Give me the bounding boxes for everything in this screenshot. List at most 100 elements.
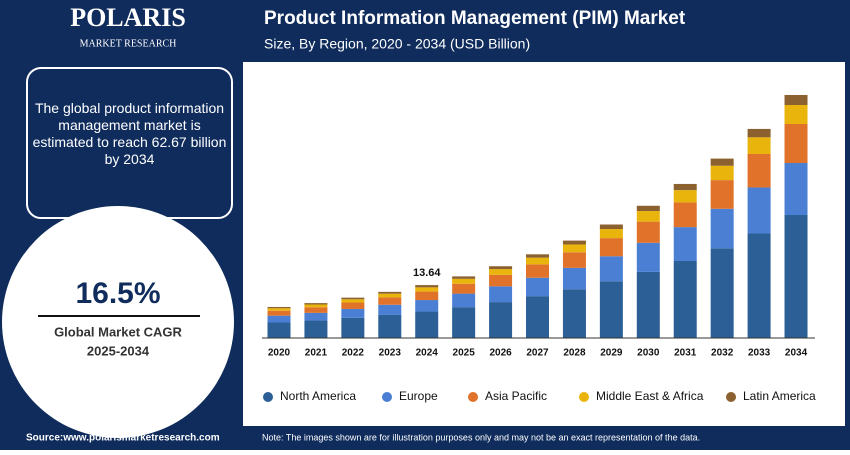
bar-segment xyxy=(341,308,365,318)
bar-segment xyxy=(304,320,328,338)
bar-segment xyxy=(673,183,697,191)
cagr-circle xyxy=(2,206,234,438)
bar-segment xyxy=(267,306,291,309)
x-tick-label: 2030 xyxy=(637,348,660,359)
bar-segment xyxy=(452,283,476,294)
bar-segment xyxy=(599,281,623,338)
bar-segment xyxy=(378,293,402,298)
logo-subtitle: MARKET RESEARCH xyxy=(80,38,177,49)
bar-segment xyxy=(747,187,771,234)
bar-segment xyxy=(526,264,550,278)
x-tick-label: 2034 xyxy=(785,348,808,359)
x-tick-label: 2022 xyxy=(342,348,365,359)
bar-segment xyxy=(341,299,365,303)
bar-segment xyxy=(636,205,660,212)
x-tick-label: 2020 xyxy=(268,348,291,359)
legend-label: Europe xyxy=(399,389,438,403)
chart-subtitle: Size, By Region, 2020 - 2034 (USD Billio… xyxy=(264,36,530,52)
cagr-label: Global Market CAGR xyxy=(54,324,182,339)
bar-segment xyxy=(378,314,402,338)
bar-segment xyxy=(784,215,808,338)
legend-marker xyxy=(579,392,589,402)
bar-segment xyxy=(562,240,586,245)
x-tick-label: 2026 xyxy=(489,348,512,359)
bar-segment xyxy=(378,297,402,305)
bar-segment xyxy=(747,137,771,155)
x-tick-label: 2023 xyxy=(379,348,402,359)
note: Note: The images shown are for illustrat… xyxy=(262,432,700,442)
legend-marker xyxy=(468,392,478,402)
bar-segment xyxy=(452,276,476,279)
bar-segment xyxy=(562,267,586,290)
x-tick-label: 2032 xyxy=(711,348,734,359)
bar-segment xyxy=(599,256,623,282)
bar-segment xyxy=(378,304,402,315)
bar-segment xyxy=(784,163,808,216)
total-label: 13.64 xyxy=(413,267,441,279)
bar-segment xyxy=(747,128,771,138)
bar-segment xyxy=(710,208,734,249)
bar-segment xyxy=(599,224,623,230)
bar-segment xyxy=(710,248,734,338)
bar-segment xyxy=(673,227,697,261)
bar-segment xyxy=(267,322,291,338)
bar-segment xyxy=(599,238,623,257)
logo: POLARIS xyxy=(70,3,186,32)
bar-segment xyxy=(489,269,513,275)
bar-segment xyxy=(747,154,771,188)
bar-segment xyxy=(673,202,697,228)
chart-title: Product Information Management (PIM) Mar… xyxy=(264,8,686,29)
chart-area xyxy=(243,62,845,426)
bar-segment xyxy=(304,304,328,308)
bar-segment xyxy=(304,303,328,305)
bar-segment xyxy=(526,277,550,297)
bar-segment xyxy=(784,95,808,106)
legend-label: Latin America xyxy=(743,389,816,403)
legend-marker xyxy=(726,392,736,402)
bar-segment xyxy=(415,291,439,301)
x-tick-label: 2021 xyxy=(305,348,328,359)
summary-wrap: The global product information managemen… xyxy=(32,100,227,167)
bar-segment xyxy=(747,233,771,338)
legend-marker xyxy=(382,392,392,402)
legend-label: Asia Pacific xyxy=(485,389,547,403)
bar-segment xyxy=(710,165,734,181)
x-tick-label: 2033 xyxy=(748,348,771,359)
bar-segment xyxy=(526,257,550,265)
bar-segment xyxy=(526,254,550,258)
bar-segment xyxy=(489,286,513,303)
bar-segment xyxy=(710,180,734,209)
bar-segment xyxy=(341,302,365,309)
cagr-value: 16.5% xyxy=(75,277,160,310)
bar-segment xyxy=(636,242,660,272)
bar-segment xyxy=(710,158,734,166)
x-tick-label: 2024 xyxy=(416,348,439,359)
summary-text: The global product information managemen… xyxy=(32,100,227,167)
bar-segment xyxy=(415,287,439,292)
bar-segment xyxy=(526,296,550,338)
bar-segment xyxy=(784,105,808,125)
bar-segment xyxy=(304,307,328,313)
bar-segment xyxy=(489,266,513,270)
bar-segment xyxy=(267,310,291,316)
x-tick-label: 2027 xyxy=(526,348,549,359)
bar-segment xyxy=(341,297,365,300)
plot: 2020 2021 2022 2023 2024 13.64 2025 2026 2027 202… xyxy=(262,95,816,403)
source: Source:www.polarismarketresearch.com xyxy=(26,433,220,444)
bar-segment xyxy=(784,124,808,164)
x-tick-label: 2028 xyxy=(563,348,586,359)
bar-segment xyxy=(673,260,697,338)
x-tick-label: 2025 xyxy=(453,348,476,359)
bar-segment xyxy=(489,302,513,338)
bar-segment xyxy=(452,278,476,284)
bar-segment xyxy=(636,211,660,222)
legend-label: North America xyxy=(280,389,356,403)
bar-segment xyxy=(562,289,586,338)
bar-segment xyxy=(341,317,365,338)
bar-segment xyxy=(673,190,697,203)
bar-segment xyxy=(562,252,586,268)
bar-segment xyxy=(489,274,513,287)
bar-segment xyxy=(378,291,402,294)
legend-label: Middle East & Africa xyxy=(596,389,704,403)
bar-segment xyxy=(415,300,439,312)
